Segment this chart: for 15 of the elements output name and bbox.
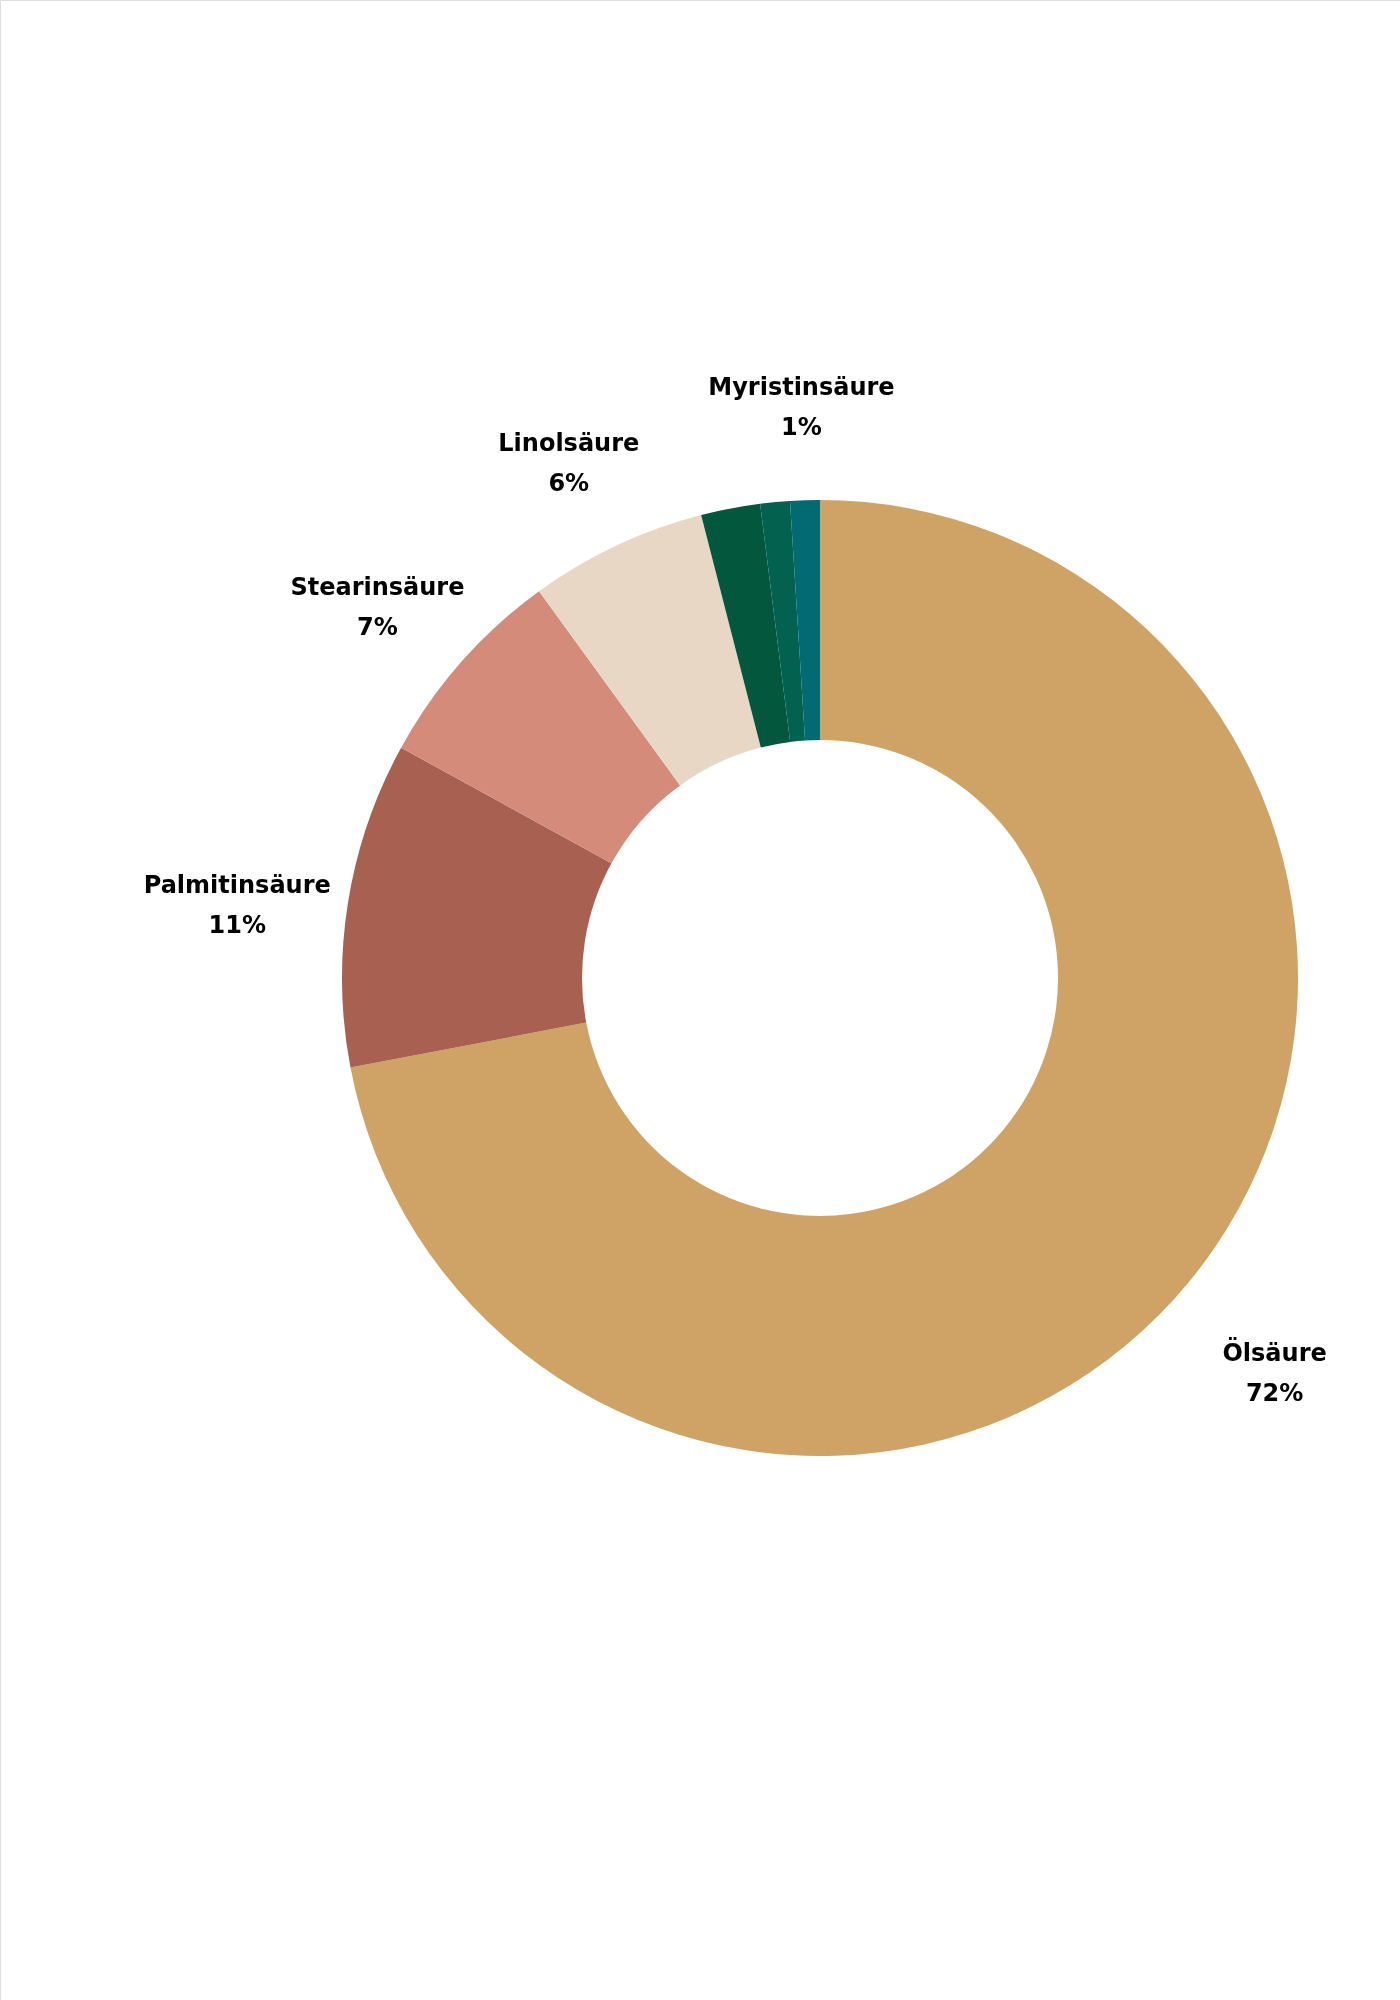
donut-slice: [539, 515, 761, 786]
data-label: 6%: [548, 469, 590, 498]
data-label: 72%: [1245, 1379, 1304, 1408]
data-label: 7%: [357, 612, 398, 641]
slice-label: Ölsäure: [1222, 1337, 1327, 1368]
data-label: 11%: [208, 910, 266, 939]
donut-slice: [789, 500, 820, 741]
slice-label: Palmitinsäure: [143, 870, 331, 899]
slice-label: Myristinsäure: [708, 373, 895, 402]
donut-slice: [342, 747, 612, 1068]
slice-label: Stearinsäure: [290, 572, 465, 601]
donut-slice: [760, 500, 806, 742]
donut-slice: [701, 503, 791, 748]
data-label: 1%: [781, 413, 822, 442]
slice-label: Linolsäure: [498, 429, 640, 458]
